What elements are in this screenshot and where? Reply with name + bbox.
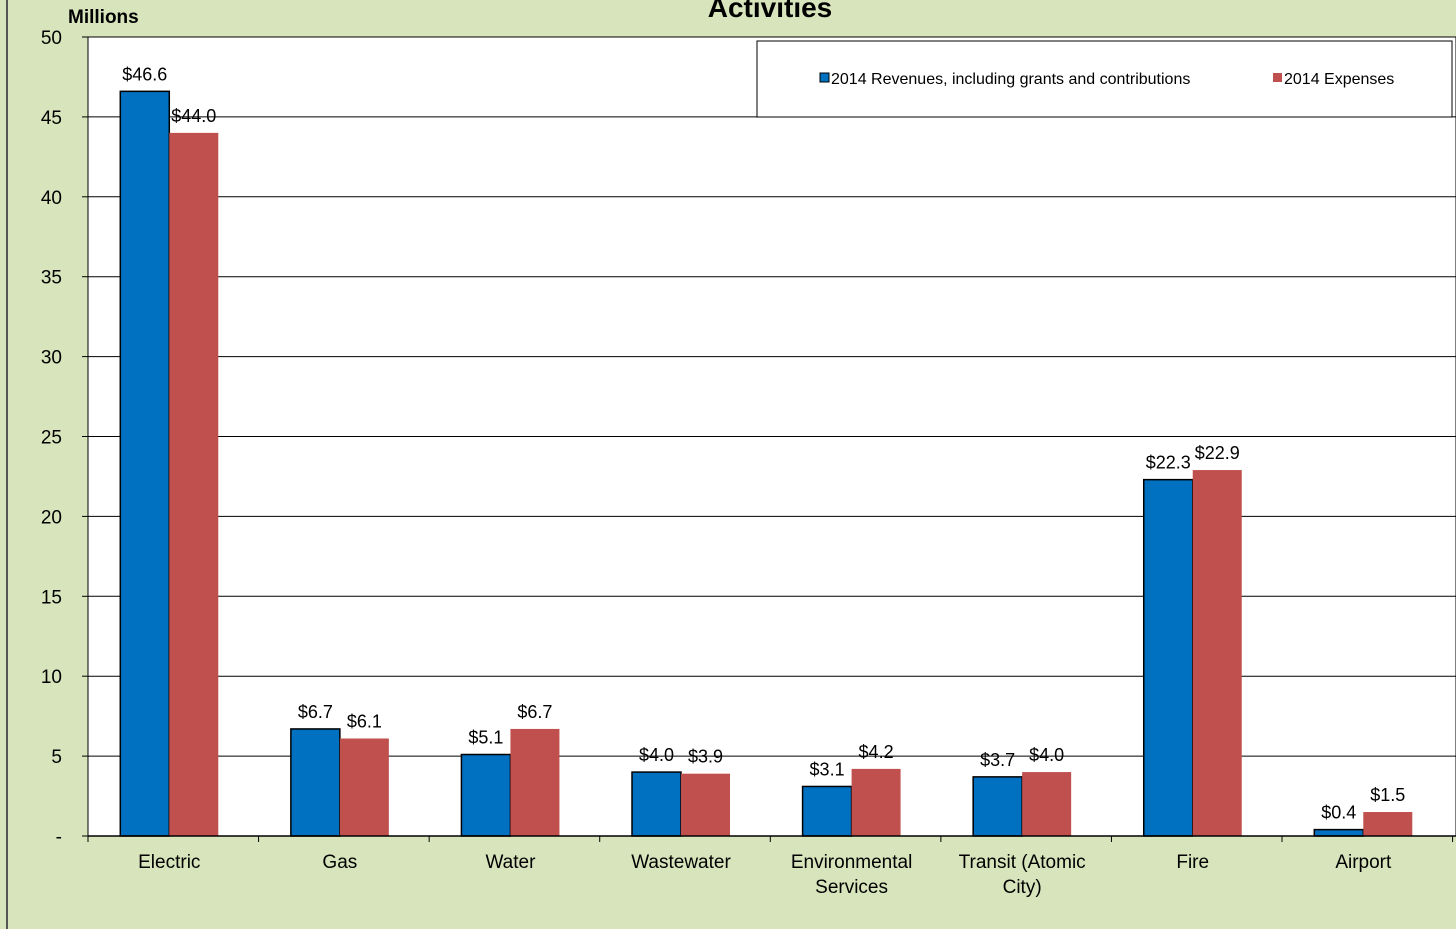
y-tick-label: 25 <box>41 428 62 449</box>
x-tick-label: Environmental Services <box>791 852 912 898</box>
bar <box>339 738 389 836</box>
data-label: $6.7 <box>298 702 333 722</box>
data-label: $4.0 <box>639 745 674 765</box>
bar <box>1363 812 1413 836</box>
y-tick-label: 45 <box>41 108 62 129</box>
x-tick-label: Wastewater <box>631 852 731 873</box>
bar <box>972 776 1023 837</box>
data-label: $44.0 <box>171 106 216 126</box>
legend-swatch <box>819 72 830 83</box>
bar <box>119 90 171 837</box>
data-label: $0.4 <box>1321 803 1356 823</box>
data-label: $1.5 <box>1370 785 1405 805</box>
bar <box>1022 772 1072 836</box>
data-label: $4.0 <box>1029 745 1064 765</box>
x-tick-label: Water <box>485 852 536 873</box>
data-label: $4.2 <box>859 742 894 762</box>
bar <box>169 132 219 836</box>
chart-frame <box>6 0 1456 929</box>
x-tick-label: Airport <box>1335 852 1392 873</box>
y-tick-label: 35 <box>41 268 62 289</box>
data-label: $46.6 <box>122 64 167 84</box>
legend-box <box>756 40 1453 118</box>
bar <box>631 771 682 837</box>
bar <box>681 773 731 836</box>
x-tick-label: Gas <box>322 852 357 873</box>
chart-title: Activities <box>708 0 833 23</box>
bar <box>1313 828 1365 837</box>
bar <box>1142 478 1194 837</box>
data-label: $6.7 <box>517 702 552 722</box>
y-tick-label: 20 <box>41 507 62 528</box>
bar <box>510 728 560 836</box>
legend: 2014 Revenues, including grants and cont… <box>756 40 1453 118</box>
data-label: $22.3 <box>1146 453 1191 473</box>
x-tick-label: Electric <box>138 852 200 873</box>
y-tick-label: - <box>56 827 62 848</box>
y-tick-label: 40 <box>41 188 62 209</box>
legend-swatch <box>1273 73 1282 82</box>
y-tick-label: 10 <box>41 667 62 688</box>
data-label: $3.7 <box>980 750 1015 770</box>
bar <box>460 753 512 837</box>
y-tick-label: 50 <box>41 28 62 49</box>
legend-label: 2014 Expenses <box>1284 71 1394 88</box>
x-tick-label: Fire <box>1176 852 1209 873</box>
bar <box>801 785 853 837</box>
data-label: $3.9 <box>688 747 723 767</box>
data-label: $3.1 <box>810 759 845 779</box>
data-label: $6.1 <box>347 712 382 732</box>
data-label: $22.9 <box>1195 443 1240 463</box>
y-axis: - 5 10 15 20 25 30 35 40 45 50 <box>41 28 88 848</box>
x-axis: Electric Gas Water Wastewater Environmental S… <box>87 835 1456 898</box>
x-tick-label: Transit (Atomic City) <box>959 852 1086 898</box>
data-label: $5.1 <box>468 728 503 748</box>
bars: $46.6 $44.0 $6.7 $6.1 $5.1 $6.7 $4.0 $3.9 $3.1 $4… <box>119 64 1413 837</box>
legend-label: 2014 Revenues, including grants and cont… <box>831 71 1190 88</box>
bar <box>1192 470 1242 836</box>
y-tick-label: 5 <box>51 747 62 768</box>
bar <box>851 768 901 836</box>
bar <box>290 728 341 837</box>
y-unit-label: Millions <box>68 7 139 28</box>
y-tick-label: 15 <box>41 587 62 608</box>
y-tick-label: 30 <box>41 348 62 369</box>
